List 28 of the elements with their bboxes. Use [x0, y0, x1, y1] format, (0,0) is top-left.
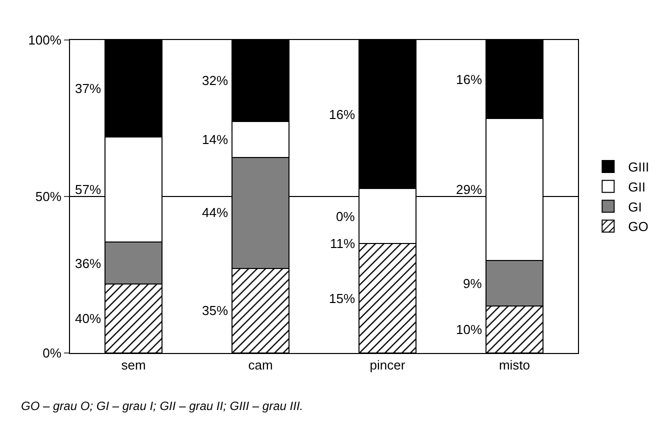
annotation: 10%	[456, 322, 482, 337]
legend-label: GI	[628, 199, 642, 214]
annotation: 9%	[463, 276, 482, 291]
annotation: 35%	[202, 303, 228, 318]
legend-label: GII	[628, 179, 646, 194]
annotation: 40%	[75, 311, 102, 326]
annotation: 36%	[75, 256, 102, 271]
text: GO	[628, 219, 648, 234]
x-tick-label: pincer	[370, 358, 406, 373]
annotation: 14%	[202, 132, 228, 147]
annotation: 32%	[202, 73, 228, 88]
annotation: 15%	[329, 291, 356, 306]
text: GO – grau O; GI – grau I; GII – grau II; GIII – grau III.	[21, 399, 304, 413]
x-tick-label: sem	[121, 358, 146, 373]
annotation: 37%	[75, 81, 102, 96]
annotation: 0%	[336, 209, 356, 224]
y-tick-label: 50%	[35, 189, 62, 204]
annotation: 44%	[202, 205, 228, 220]
annotation: 16%	[329, 107, 356, 122]
annotation: 29%	[456, 182, 482, 197]
y-tick-label: 100%	[28, 32, 62, 48]
x-tick-label: cam	[248, 358, 273, 373]
y-tick-label: 0%	[42, 346, 62, 361]
annotation: 16%	[456, 72, 482, 87]
annotation: 11%	[330, 236, 356, 251]
x-tick-label: misto	[498, 358, 530, 373]
legend-label: GIII	[628, 160, 650, 175]
annotation: 57%	[75, 182, 102, 197]
